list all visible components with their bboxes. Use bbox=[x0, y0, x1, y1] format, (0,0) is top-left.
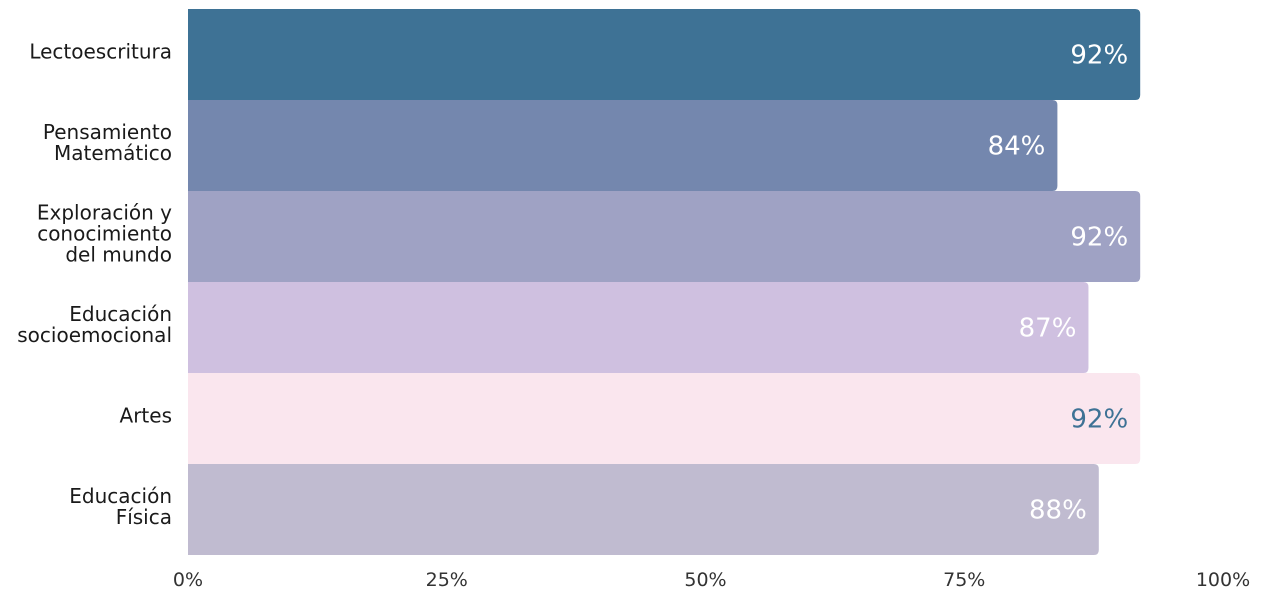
x-tick-label: 25% bbox=[426, 569, 468, 591]
category-label: Educación Física bbox=[69, 484, 172, 529]
bars-layer bbox=[188, 9, 1141, 555]
bar-value-label: 88% bbox=[1029, 496, 1087, 526]
bar-value-label: 92% bbox=[1070, 405, 1128, 435]
category-label-line: Matemático bbox=[54, 141, 172, 165]
category-label: Exploración y conocimiento del mundo bbox=[37, 201, 172, 267]
category-label: Educación socioemocional bbox=[17, 302, 172, 347]
category-label: Artes bbox=[120, 404, 172, 428]
category-label-line: Pensamiento bbox=[43, 120, 172, 144]
category-label-line: Educación bbox=[69, 302, 172, 326]
bar bbox=[188, 9, 1141, 100]
x-tick-label: 75% bbox=[943, 569, 985, 591]
category-label: Pensamiento Matemático bbox=[43, 120, 172, 165]
bar-value-label: 92% bbox=[1070, 223, 1128, 253]
bar bbox=[188, 282, 1089, 373]
category-label-line: del mundo bbox=[65, 243, 172, 267]
bar bbox=[188, 100, 1058, 191]
category-label-line: Física bbox=[116, 505, 172, 529]
value-labels: 92% 84% 92% 87% 92% 88% bbox=[988, 41, 1129, 526]
category-label-line: Artes bbox=[120, 404, 172, 428]
category-label-line: Lectoescritura bbox=[29, 40, 172, 64]
category-label-line: Educación bbox=[69, 484, 172, 508]
category-labels: Lectoescritura Pensamiento Matemático Explo… bbox=[17, 40, 172, 530]
bar-value-label: 84% bbox=[988, 132, 1046, 162]
x-tick-label: 50% bbox=[684, 569, 726, 591]
x-axis-ticks: 0% 25% 50% 75% 100% bbox=[173, 569, 1250, 591]
category-label: Lectoescritura bbox=[29, 40, 172, 64]
bar bbox=[188, 191, 1141, 282]
bar bbox=[188, 464, 1099, 555]
category-label-line: Exploración y bbox=[37, 201, 172, 225]
bar bbox=[188, 373, 1141, 464]
x-tick-label: 0% bbox=[173, 569, 203, 591]
bar-value-label: 92% bbox=[1070, 41, 1128, 71]
x-tick-label: 100% bbox=[1196, 569, 1250, 591]
category-label-line: conocimiento bbox=[37, 222, 172, 246]
bar-value-label: 87% bbox=[1019, 314, 1077, 344]
category-label-line: socioemocional bbox=[17, 323, 172, 347]
